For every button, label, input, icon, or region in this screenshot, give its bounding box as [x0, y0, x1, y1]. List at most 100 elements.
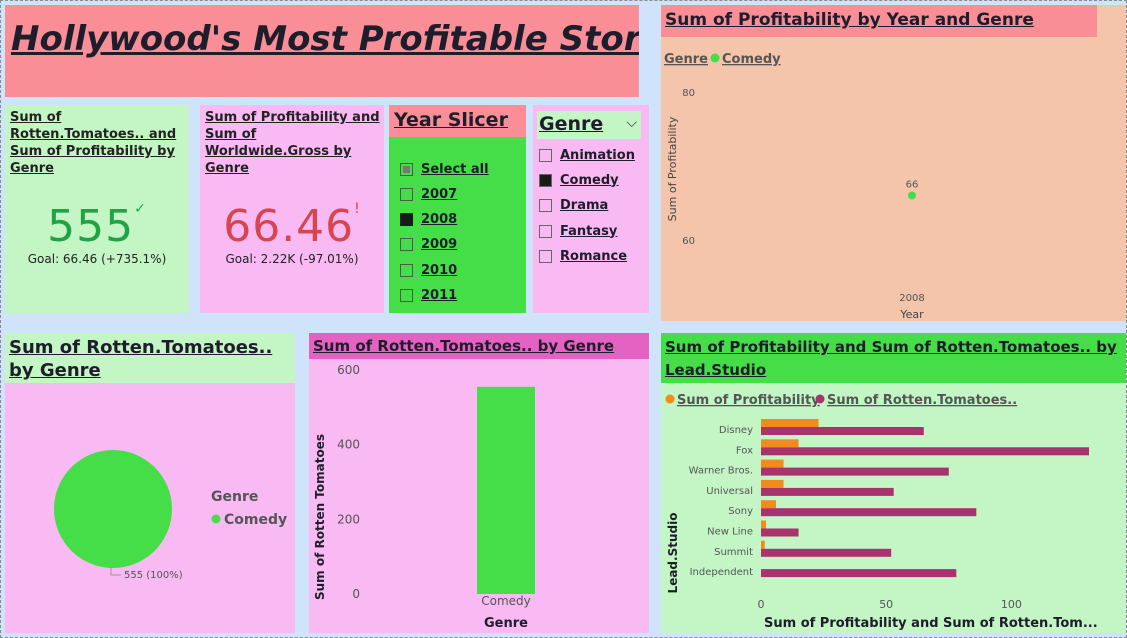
data-point[interactable]: [908, 191, 916, 200]
checkbox-icon[interactable]: [539, 173, 552, 187]
kpi-value: 66.46!: [223, 201, 361, 252]
genre-slicer-header[interactable]: Genre ⌵: [537, 111, 641, 139]
slicer-item-select-all[interactable]: Select all: [400, 159, 489, 179]
legend-item-rotten-tomatoes[interactable]: Sum of Rotten.Tomatoes..: [827, 393, 1017, 408]
slicer-item-comedy[interactable]: Comedy: [539, 170, 619, 190]
y-axis-label: Sum of Rotten Tomatoes: [313, 434, 327, 600]
kpi-card-profitability[interactable]: Sum of Profitability and Sum of Worldwid…: [200, 105, 384, 313]
y-tick-label: Sony: [728, 506, 753, 517]
horizontal-bar-chart[interactable]: Sum of Profitability Sum of Rotten.Tomat…: [661, 383, 1126, 633]
slicer-item-fantasy[interactable]: Fantasy: [539, 221, 617, 241]
checkbox-icon[interactable]: [539, 148, 552, 162]
y-tick-label: 0: [352, 587, 360, 601]
slicer-item-2011[interactable]: 2011: [400, 285, 457, 305]
legend-marker: [665, 394, 675, 404]
chart-title: Sum of Profitability and Sum of Rotten.T…: [665, 338, 1117, 379]
column-chart-panel: Sum of Rotten.Tomatoes.. by Genre Sum of…: [309, 333, 649, 633]
slicer-item-romance[interactable]: Romance: [539, 246, 627, 266]
chart-title: Sum of Profitability by Year and Genre: [665, 10, 1034, 30]
slicer-item-2007[interactable]: 2007: [400, 184, 457, 204]
checkbox-icon[interactable]: [400, 263, 413, 277]
scatter-chart-panel: Sum of Profitability by Year and Genre G…: [661, 5, 1126, 321]
checkbox-icon[interactable]: [400, 237, 413, 251]
bar[interactable]: [761, 447, 1089, 456]
chart-title-bar: Sum of Rotten.Tomatoes.. by Genre: [5, 333, 295, 383]
y-tick-label: Universal: [706, 486, 753, 497]
bar[interactable]: [761, 479, 784, 488]
legend-item-comedy[interactable]: Comedy: [224, 512, 287, 528]
bar[interactable]: [761, 467, 949, 476]
data-label: 66: [906, 180, 919, 191]
year-slicer-header: Year Slicer: [389, 105, 526, 137]
y-tick-label: 200: [337, 512, 360, 526]
legend-marker: [815, 394, 825, 404]
y-tick-label: Disney: [719, 425, 753, 436]
bar[interactable]: [761, 487, 894, 496]
x-axis-label: Genre: [484, 616, 528, 631]
legend-marker: [710, 53, 720, 63]
y-tick-label: Warner Bros.: [689, 466, 753, 477]
bar[interactable]: [761, 540, 765, 549]
report-title-card: Hollywood's Most Profitable Stories: [5, 5, 639, 97]
slicer-item-animation[interactable]: Animation: [539, 145, 635, 165]
kpi-value: 555✓: [47, 201, 147, 252]
checkbox-icon[interactable]: [539, 198, 552, 212]
x-tick-label: 50: [879, 598, 893, 611]
bar[interactable]: [477, 386, 535, 594]
chart-title-bar: Sum of Rotten.Tomatoes.. by Genre: [309, 333, 649, 359]
chevron-down-icon[interactable]: ⌵: [626, 115, 637, 131]
bar[interactable]: [761, 548, 892, 557]
x-axis-label: Sum of Profitability and Sum of Rotten.T…: [764, 616, 1098, 631]
bar[interactable]: [761, 419, 819, 427]
legend-item-profitability[interactable]: Sum of Profitability: [677, 393, 820, 408]
slicer-item-2009[interactable]: 2009: [400, 234, 457, 254]
pie-slice[interactable]: [54, 450, 172, 568]
y-tick-label: Fox: [736, 445, 753, 456]
checkbox-icon[interactable]: [400, 162, 413, 176]
pie-chart[interactable]: Genre Comedy 555 (100%): [5, 383, 295, 633]
chart-title: Sum of Rotten.Tomatoes.. by Genre: [9, 337, 273, 381]
bar[interactable]: [761, 520, 767, 529]
kpi-title: Sum of Profitability and Sum of Worldwid…: [205, 110, 380, 176]
check-icon: ✓: [134, 201, 147, 217]
x-tick-label: 0: [758, 598, 765, 611]
chart-title: Sum of Rotten.Tomatoes.. by Genre: [313, 337, 615, 355]
chart-title-bar: Sum of Profitability by Year and Genre: [661, 5, 1097, 37]
bar[interactable]: [761, 439, 799, 448]
y-axis-label: Sum of Profitability: [666, 116, 679, 221]
scatter-chart[interactable]: Genre Comedy Sum of Profitability Year 6…: [661, 37, 1126, 321]
bar[interactable]: [761, 508, 977, 517]
bar[interactable]: [761, 459, 784, 468]
bar[interactable]: [761, 569, 957, 578]
bar[interactable]: [761, 427, 924, 435]
year-slicer: Year Slicer Select all 2007 2008 2009 20…: [389, 105, 526, 313]
x-tick-label: 2008: [899, 293, 924, 304]
chart-title-bar: Sum of Profitability and Sum of Rotten.T…: [661, 333, 1126, 383]
checkbox-icon[interactable]: [400, 187, 413, 201]
pie-chart-panel: Sum of Rotten.Tomatoes.. by Genre Genre …: [5, 333, 295, 633]
slicer-item-drama[interactable]: Drama: [539, 195, 608, 215]
checkbox-icon[interactable]: [539, 224, 552, 238]
checkbox-icon[interactable]: [400, 212, 413, 226]
y-tick-label: New Line: [707, 527, 753, 538]
legend-title: Genre: [664, 52, 708, 67]
column-chart[interactable]: Sum of Rotten Tomatoes Genre 0 200 400 600 C…: [309, 359, 649, 633]
alert-icon: !: [354, 201, 361, 217]
checkbox-icon[interactable]: [400, 288, 413, 302]
bar[interactable]: [761, 528, 799, 537]
kpi-goal: Goal: 2.22K (-97.01%): [225, 252, 359, 266]
y-tick-label: 400: [337, 438, 360, 452]
studio-bar-chart-panel: Sum of Profitability and Sum of Rotten.T…: [661, 333, 1126, 633]
y-tick-label: Independent: [690, 567, 753, 578]
x-axis-label: Year: [899, 308, 924, 321]
kpi-card-rotten-tomatoes[interactable]: Sum of Rotten.Tomatoes.. and Sum of Prof…: [5, 105, 189, 313]
x-tick-label: Comedy: [481, 594, 531, 608]
checkbox-icon[interactable]: [539, 249, 552, 263]
y-tick-label: 60: [682, 236, 695, 247]
bar[interactable]: [761, 500, 777, 509]
slicer-item-2008[interactable]: 2008: [400, 209, 457, 229]
y-tick-label: 600: [337, 363, 360, 377]
legend-item-comedy[interactable]: Comedy: [722, 52, 781, 67]
slicer-item-2010[interactable]: 2010: [400, 260, 457, 280]
